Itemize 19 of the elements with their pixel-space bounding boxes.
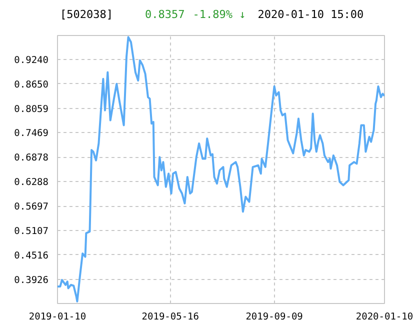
y-tick-label: 0.8650: [14, 79, 49, 90]
y-tick-label: 0.9240: [14, 54, 49, 66]
x-tick-label: 2020-01-10: [356, 312, 414, 322]
text: 0.8357: [144, 8, 185, 21]
chart-title: [502038]: [60, 8, 113, 21]
y-tick-label: 0.6288: [14, 177, 49, 188]
text: 2020-01-10 15:00: [258, 8, 364, 21]
y-tick-label: 0.5697: [14, 202, 49, 213]
y-tick-label: 0.8059: [14, 104, 49, 115]
y-tick-label: 0.3926: [14, 274, 49, 286]
x-tick-label: 2019-09-09: [246, 312, 304, 322]
y-tick-label: 0.6878: [14, 152, 49, 164]
y-tick-label: 0.5107: [14, 226, 49, 237]
y-tick-label: 0.7469: [14, 128, 49, 140]
x-tick-label: 2019-01-10: [28, 312, 86, 322]
x-tick-label: 2019-05-16: [142, 312, 200, 322]
text: -1.89% ↓: [192, 8, 246, 21]
y-tick-label: 0.4516: [14, 250, 49, 262]
line-series: [58, 36, 384, 302]
